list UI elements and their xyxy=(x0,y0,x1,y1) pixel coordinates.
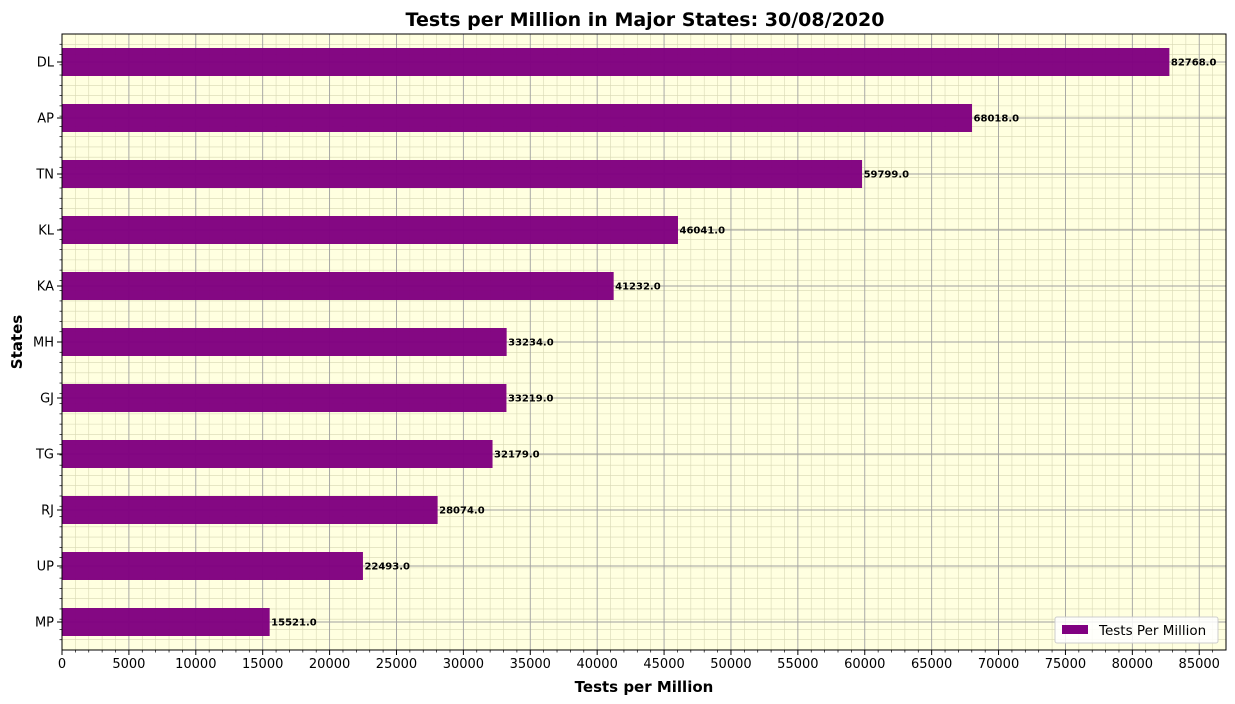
chart-title: Tests per Million in Major States: 30/08… xyxy=(406,9,885,31)
bar xyxy=(62,608,270,636)
y-tick-label: GJ xyxy=(40,392,54,407)
data-label: 33219.0 xyxy=(508,394,554,405)
x-tick-label: 20000 xyxy=(309,657,350,672)
x-tick-label: 80000 xyxy=(1112,657,1153,672)
y-tick-label: MP xyxy=(35,616,54,631)
y-tick-label: MH xyxy=(33,336,54,351)
y-tick-label: KA xyxy=(37,280,54,295)
bar xyxy=(62,216,678,244)
legend-label: Tests Per Million xyxy=(1098,623,1206,639)
data-label: 41232.0 xyxy=(615,282,661,293)
x-tick-label: 40000 xyxy=(576,657,617,672)
data-label: 15521.0 xyxy=(271,618,317,629)
x-tick-label: 55000 xyxy=(777,657,818,672)
data-label: 68018.0 xyxy=(974,114,1020,125)
y-tick-label: DL xyxy=(37,56,55,71)
bar xyxy=(62,384,507,412)
bar xyxy=(62,272,614,300)
data-label: 22493.0 xyxy=(364,562,410,573)
x-tick-label: 75000 xyxy=(1045,657,1086,672)
x-tick-label: 65000 xyxy=(911,657,952,672)
data-label: 46041.0 xyxy=(679,226,725,237)
data-label: 59799.0 xyxy=(864,170,910,181)
x-tick-label: 10000 xyxy=(175,657,216,672)
legend: Tests Per Million xyxy=(1054,616,1219,644)
x-tick-label: 5000 xyxy=(112,657,145,672)
bar xyxy=(62,48,1170,76)
legend-box xyxy=(1054,616,1219,644)
bar xyxy=(62,328,507,356)
y-tick-label: TN xyxy=(35,168,54,183)
y-tick-label: TG xyxy=(35,448,54,463)
x-tick-label: 25000 xyxy=(376,657,417,672)
bar xyxy=(62,496,438,524)
data-label: 82768.0 xyxy=(1171,58,1217,69)
data-label: 33234.0 xyxy=(508,338,554,349)
y-axis-label: States xyxy=(8,315,26,369)
bars-group xyxy=(62,48,1170,636)
data-label: 32179.0 xyxy=(494,450,540,461)
data-labels-group: 82768.0 68018.0 59799.0 46041.0 41232.0 33234… xyxy=(271,58,1216,629)
x-tick-label: 50000 xyxy=(710,657,751,672)
x-tick-label: 45000 xyxy=(643,657,684,672)
y-axis-ticks: DL AP TN KL KA MH GJ TG RJ UP MP xyxy=(33,43,62,641)
x-tick-label: 0 xyxy=(58,657,66,672)
bar xyxy=(62,552,363,580)
y-tick-label: KL xyxy=(38,224,55,239)
x-tick-label: 60000 xyxy=(844,657,885,672)
x-tick-label: 35000 xyxy=(510,657,551,672)
x-tick-label: 15000 xyxy=(242,657,283,672)
bar xyxy=(62,160,863,188)
x-axis-ticks: 0 5000 10000 15000 20000 25000 30000 35000 40000… xyxy=(58,650,1220,672)
bar xyxy=(62,440,493,468)
y-tick-label: AP xyxy=(37,112,54,127)
y-tick-label: UP xyxy=(37,560,55,575)
legend-swatch xyxy=(1062,625,1088,634)
y-tick-label: RJ xyxy=(41,504,54,519)
x-tick-label: 30000 xyxy=(443,657,484,672)
x-axis-label: Tests per Million xyxy=(575,678,714,696)
x-tick-label: 85000 xyxy=(1179,657,1220,672)
bar xyxy=(62,104,973,132)
x-tick-label: 70000 xyxy=(978,657,1019,672)
data-label: 28074.0 xyxy=(439,506,485,517)
